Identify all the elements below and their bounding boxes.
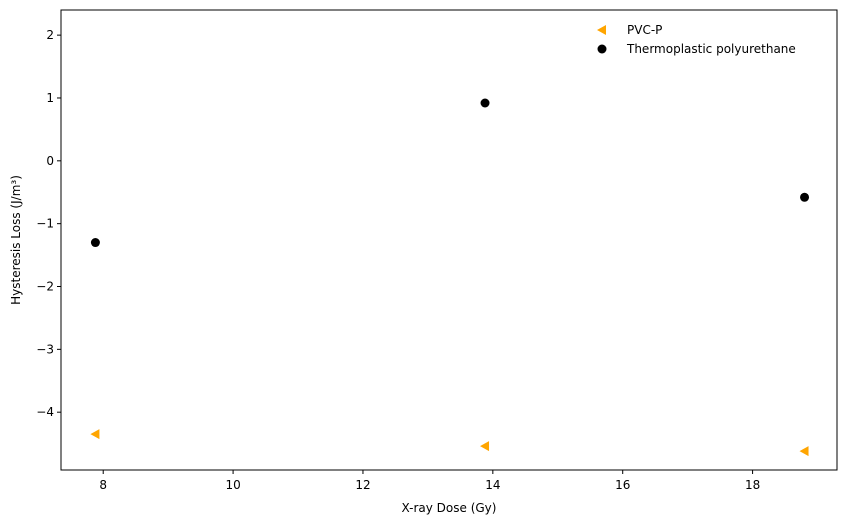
data-point-thermoplastic-polyurethane [800, 192, 810, 202]
y-tick-label: 0 [46, 154, 54, 168]
plot-area-frame [60, 9, 838, 471]
x-axis-label: X-ray Dose (Gy) [402, 501, 497, 515]
x-axis-ticks: 8 10 12 14 16 18 [99, 470, 760, 492]
x-tick-label: 18 [745, 478, 760, 492]
data-point-thermoplastic-polyurethane [480, 98, 490, 108]
y-tick-label: 2 [46, 28, 54, 42]
x-tick-label: 14 [485, 478, 500, 492]
data-points [90, 98, 810, 457]
data-point-pvc-p [799, 446, 809, 457]
y-tick-label: −1 [36, 217, 54, 231]
legend-marker [597, 44, 607, 54]
legend-marker [597, 25, 606, 35]
data-point-thermoplastic-polyurethane [90, 238, 100, 248]
x-tick-label: 12 [355, 478, 370, 492]
legend-label: Thermoplastic polyurethane [626, 42, 796, 56]
y-tick-label: −3 [36, 342, 54, 356]
legend-label: PVC-P [627, 23, 662, 37]
y-tick-label: −2 [36, 280, 54, 294]
data-point-pvc-p [480, 441, 490, 452]
legend: PVC-P Thermoplastic polyurethane [597, 23, 796, 56]
x-tick-label: 8 [99, 478, 107, 492]
y-axis-ticks: 2 1 0 −1 −2 −3 −4 [36, 28, 61, 419]
data-point-pvc-p [90, 429, 100, 440]
y-tick-label: −4 [36, 405, 54, 419]
x-tick-label: 10 [225, 478, 240, 492]
x-tick-label: 16 [615, 478, 630, 492]
y-tick-label: 1 [46, 91, 54, 105]
y-axis-label: Hysteresis Loss (J/m³) [9, 175, 23, 305]
